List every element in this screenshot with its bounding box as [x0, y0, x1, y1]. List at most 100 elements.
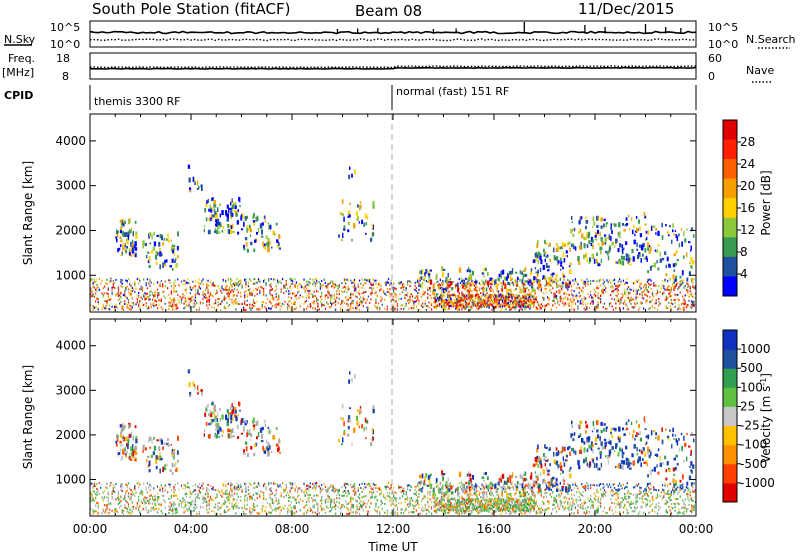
velocity-cell [143, 497, 145, 500]
power-cell [437, 304, 440, 307]
power-cell [176, 262, 178, 268]
power-cell [352, 302, 354, 305]
power-cell [189, 187, 192, 193]
power-cell [518, 305, 521, 308]
power-cell [360, 301, 362, 303]
power-cell [241, 303, 243, 306]
power-cell [321, 279, 323, 282]
power-cell [348, 307, 351, 310]
power-cell [169, 304, 171, 307]
velocity-cell [326, 505, 328, 508]
power-cell [316, 280, 318, 283]
power-cell [197, 281, 199, 284]
velocity-cell [101, 512, 103, 515]
power-cell [177, 278, 179, 281]
velocity-cell [230, 488, 232, 491]
velocity-cell [331, 489, 333, 492]
power-cell [389, 283, 391, 286]
power-cell [159, 284, 161, 287]
power-cell [381, 298, 383, 300]
power-cell [626, 305, 628, 308]
power-cell [555, 297, 558, 300]
power-cell [496, 289, 498, 292]
velocity-cell [393, 499, 395, 502]
power-cell [130, 247, 133, 253]
power-cell [487, 272, 489, 276]
power-cell [353, 287, 356, 290]
velocity-cell [141, 508, 144, 511]
power-cell [617, 292, 619, 295]
power-cell [176, 245, 179, 251]
power-cell [154, 295, 156, 298]
power-cell [658, 301, 660, 303]
power-cell [602, 278, 604, 281]
power-cell [206, 296, 208, 299]
power-cell [364, 298, 366, 301]
velocity-cell [390, 497, 392, 500]
velocity-cell [290, 501, 292, 504]
velocity-cell [261, 491, 263, 494]
velocity-cell [107, 491, 109, 494]
power-cell [683, 286, 685, 289]
power-cell [347, 279, 349, 282]
power-cell [239, 283, 241, 286]
power-cell [415, 299, 417, 302]
velocity-cell [194, 489, 197, 492]
power-cell [421, 283, 423, 289]
power-cell [95, 306, 97, 308]
power-cell [285, 290, 287, 293]
power-cell [372, 282, 375, 285]
power-cell [435, 281, 438, 284]
power-cell [268, 279, 270, 282]
power-cell [370, 283, 372, 286]
power-cell [158, 303, 160, 306]
velocity-cell [138, 486, 140, 489]
velocity-cell [355, 512, 357, 515]
power-cell [105, 307, 107, 310]
power-cell [485, 301, 487, 304]
power-cell [367, 295, 370, 298]
power-cell [126, 297, 128, 300]
velocity-cell [172, 508, 174, 510]
power-cell [148, 264, 151, 269]
power-cell [150, 303, 152, 306]
power-cell [362, 284, 364, 287]
velocity-cell [326, 490, 328, 493]
power-cell [448, 280, 450, 283]
power-cell [379, 308, 381, 311]
power-cell [396, 302, 399, 305]
power-cell [689, 262, 691, 264]
power-cell [234, 204, 237, 209]
power-cell [338, 284, 340, 287]
power-cell [268, 278, 270, 281]
power-cell [125, 232, 128, 237]
velocity-cell [193, 489, 195, 492]
power-cell [470, 295, 472, 298]
power-cell [284, 300, 286, 303]
velocity-cell [377, 506, 380, 509]
velocity-cell [172, 509, 174, 512]
power-cell [534, 292, 536, 295]
velocity-cell [337, 489, 339, 492]
power-cell [91, 295, 93, 298]
power-cell [395, 287, 397, 290]
power-cell [527, 279, 530, 285]
power-cell [631, 306, 633, 309]
power-cell [457, 304, 459, 307]
power-cell [691, 280, 693, 283]
power-cell [668, 264, 671, 268]
power-cell [611, 305, 613, 308]
velocity-cell [271, 498, 274, 501]
velocity-cell [371, 496, 373, 499]
power-cell [673, 269, 676, 272]
velocity-cell [313, 494, 315, 497]
power-cell [647, 242, 650, 248]
power-cell [174, 285, 176, 287]
velocity-cell [153, 498, 155, 501]
velocity-cell [274, 482, 276, 485]
power-cell [194, 285, 197, 288]
power-cell [303, 278, 305, 281]
power-cell [648, 250, 651, 254]
velocity-cell [130, 509, 132, 512]
power-cell [461, 299, 464, 302]
